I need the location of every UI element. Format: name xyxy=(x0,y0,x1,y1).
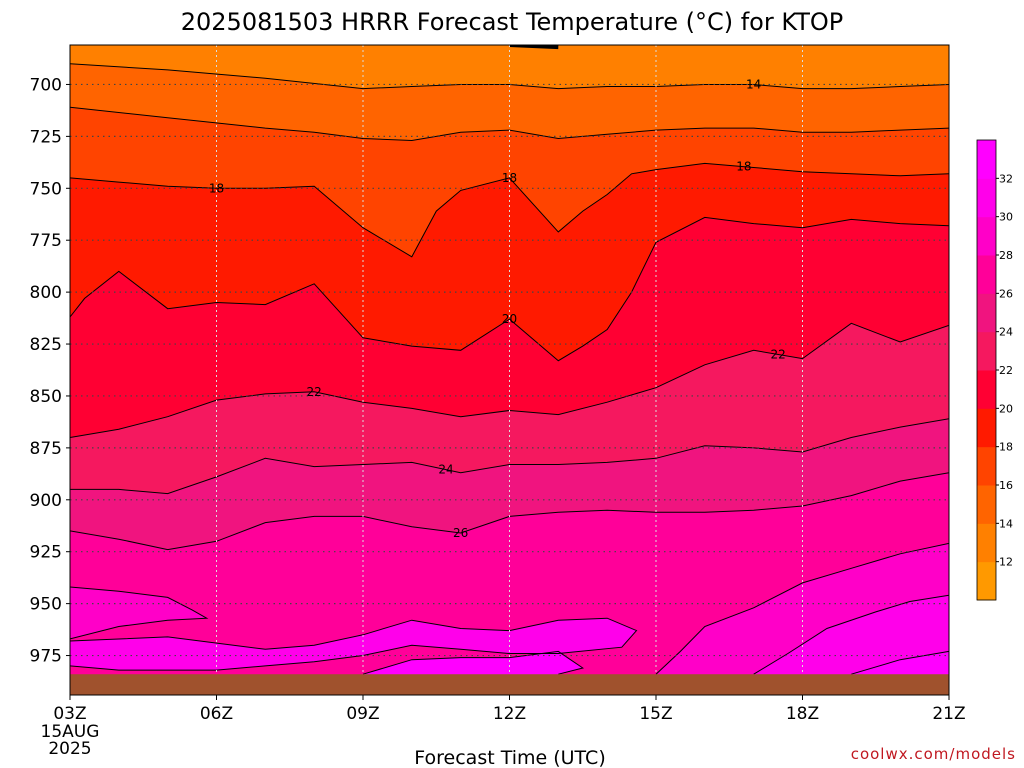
isotherm-label-18: 18 xyxy=(736,160,751,174)
colorbar-tick-label: 22 xyxy=(999,364,1013,377)
isotherm-30 xyxy=(753,594,949,675)
colorbar: 12 14 16 18 20 22 24 26 28 30 32 xyxy=(976,139,1013,601)
colorbar-swatch xyxy=(977,140,996,179)
x-date-label: 15AUG xyxy=(41,722,100,742)
colorbar-swatch xyxy=(977,370,996,409)
ground-fill xyxy=(70,674,949,695)
colorbar-swatch xyxy=(977,408,996,448)
colorbar-tick-label: 30 xyxy=(999,211,1013,224)
isotherm-14 xyxy=(70,63,949,90)
y-tick-label: 925 xyxy=(30,543,62,563)
chart-title: 2025081503 HRRR Forecast Temperature (°C… xyxy=(181,8,844,36)
colorbar-tick-label: 20 xyxy=(999,402,1013,415)
y-tick-label: 900 xyxy=(30,491,62,511)
colorbar-swatch xyxy=(977,523,996,563)
isotherm-label-22: 22 xyxy=(770,347,785,361)
colorbar-swatch xyxy=(977,446,996,486)
x-tick-label: 03Z xyxy=(53,704,86,724)
colorbar-swatch xyxy=(977,331,996,371)
isotherm-label-20: 20 xyxy=(502,312,517,326)
ground-surface xyxy=(70,674,949,695)
colorbar-swatch xyxy=(977,178,996,218)
isotherm-20 xyxy=(70,216,949,362)
temperature-fills xyxy=(70,45,949,695)
isotherm-labels: 14 18 18 18 20 22 22 24 26 xyxy=(209,77,786,540)
colorbar-swatch xyxy=(977,485,996,524)
y-tick-label: 775 xyxy=(30,231,62,251)
x-date-label: 2025 xyxy=(48,739,91,759)
y-tick-label: 725 xyxy=(30,127,62,147)
colorbar-tick-label: 32 xyxy=(999,172,1013,185)
x-tick-label: 21Z xyxy=(932,704,965,724)
y-tick-label: 800 xyxy=(30,283,62,303)
isotherm-30 xyxy=(70,617,638,671)
x-tick-label: 06Z xyxy=(200,704,233,724)
colorbar-tick-label: 24 xyxy=(999,326,1013,339)
colorbar-tick-label: 28 xyxy=(999,249,1013,262)
y-tick-label: 700 xyxy=(30,75,62,95)
colorbar-swatch xyxy=(977,561,996,601)
x-tick-label: 12Z xyxy=(493,704,526,724)
x-tick-label: 09Z xyxy=(346,704,379,724)
source-credit: coolwx.com/models xyxy=(851,745,1016,763)
isotherm-28 xyxy=(655,542,949,675)
isotherm-28 xyxy=(70,586,209,640)
isotherm-label-18: 18 xyxy=(209,181,224,195)
y-tick-label: 950 xyxy=(30,595,62,615)
band-fill-30 xyxy=(70,618,637,671)
isotherm-label-22: 22 xyxy=(307,385,322,399)
colorbar-swatch xyxy=(977,255,996,294)
grid-lines xyxy=(70,45,949,695)
y-tick-label: 825 xyxy=(30,335,62,355)
y-tick-label: 875 xyxy=(30,439,62,459)
colorbar-tick-label: 14 xyxy=(999,517,1013,530)
x-tick-label: 15Z xyxy=(639,704,672,724)
colorbar-swatch xyxy=(977,293,996,333)
isotherm-label-26: 26 xyxy=(453,526,468,540)
colorbar-tick-label: 26 xyxy=(999,287,1013,300)
x-tick-label: 18Z xyxy=(786,704,819,724)
colorbar-swatch xyxy=(977,216,996,256)
colorbar-tick-label: 12 xyxy=(999,556,1013,569)
colorbar-tick-label: 18 xyxy=(999,441,1013,454)
y-tick-label: 975 xyxy=(30,647,62,667)
isotherm-32 xyxy=(362,650,585,675)
y-axis: 700 725 750 775 800 825 850 875 900 925 950 975 xyxy=(30,75,70,667)
isotherm-label-24: 24 xyxy=(438,463,453,477)
isotherm-32 xyxy=(851,650,949,675)
isotherm-label-18: 18 xyxy=(502,171,517,185)
isotherm-label-14: 14 xyxy=(746,77,761,91)
y-tick-label: 750 xyxy=(30,179,62,199)
plot-area xyxy=(70,45,949,695)
x-axis-label: Forecast Time (UTC) xyxy=(414,747,605,768)
colorbar-tick-label: 16 xyxy=(999,479,1013,492)
isotherm-16 xyxy=(70,106,949,142)
y-tick-label: 850 xyxy=(30,387,62,407)
